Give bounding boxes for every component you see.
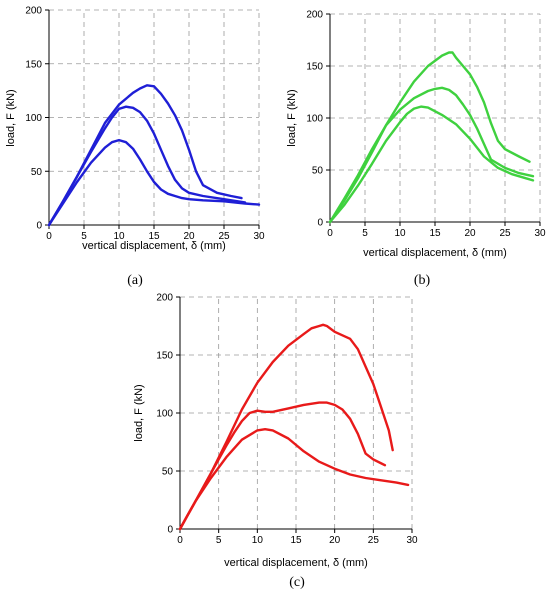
- y-tick-label: 50: [31, 167, 43, 178]
- chart-panel-2: 0 5 10 15 20 25 30 0 50 100 150 200 vertical displac…: [286, 10, 546, 289]
- y-tick-label: 150: [306, 62, 323, 73]
- y-tick-label: 150: [156, 351, 173, 362]
- x-tick-label: 20: [329, 535, 341, 546]
- y-tick-label: 200: [156, 293, 173, 304]
- panel-label: (a): [127, 273, 143, 288]
- x-tick-label: 25: [499, 228, 511, 239]
- y-tick-label: 200: [25, 6, 42, 17]
- panel-label: (c): [289, 575, 305, 590]
- series-line-1: [178, 323, 394, 531]
- series-line-2: [47, 105, 247, 227]
- x-tick-label: 30: [253, 231, 265, 242]
- x-tick-label: 10: [252, 535, 264, 546]
- y-tick-label: 100: [25, 113, 42, 124]
- series-line-2: [328, 86, 535, 224]
- series-line-3: [47, 138, 261, 227]
- panel-label: (b): [414, 273, 431, 288]
- chart-panel-1: 0 5 10 15 20 25 30 0 50 100 150 200 vertical displac…: [5, 6, 265, 289]
- y-axis-label: load, F (kN): [5, 89, 17, 146]
- y-tick-label: 100: [156, 409, 173, 420]
- y-tick-label: 200: [306, 10, 323, 21]
- x-tick-label: 20: [183, 231, 195, 242]
- x-tick-label: 5: [362, 228, 368, 239]
- x-axis-label: vertical displacement, δ (mm): [363, 247, 507, 259]
- y-tick-label: 0: [317, 218, 323, 229]
- series-line-1: [47, 84, 243, 227]
- series-line-3: [328, 105, 535, 224]
- x-tick-label: 25: [218, 231, 230, 242]
- y-tick-label: 0: [36, 221, 42, 232]
- y-tick-label: 150: [25, 59, 42, 70]
- y-tick-label: 50: [162, 467, 174, 478]
- x-tick-label: 30: [406, 535, 418, 546]
- x-tick-label: 5: [81, 231, 87, 242]
- series-line-1: [328, 51, 531, 224]
- x-tick-label: 10: [394, 228, 406, 239]
- x-axis-label: vertical displacement, δ (mm): [224, 557, 368, 569]
- y-tick-label: 0: [167, 525, 173, 536]
- x-tick-label: 0: [177, 535, 183, 546]
- y-tick-label: 50: [312, 166, 324, 177]
- chart-panel-3: 0 5 10 15 20 25 30 0 50 100 150 200 vertical displac…: [133, 293, 418, 591]
- x-axis-label: vertical displacement, δ (mm): [82, 240, 226, 252]
- x-tick-label: 15: [429, 228, 441, 239]
- x-tick-label: 25: [368, 535, 380, 546]
- x-tick-label: 5: [216, 535, 222, 546]
- y-axis-label: load, F (kN): [286, 89, 298, 146]
- x-tick-label: 15: [148, 231, 160, 242]
- series-line-2: [178, 401, 387, 531]
- x-tick-label: 0: [327, 228, 333, 239]
- series-line-3: [178, 428, 410, 531]
- x-tick-label: 20: [464, 228, 476, 239]
- x-tick-label: 10: [113, 231, 125, 242]
- y-axis-label: load, F (kN): [133, 384, 145, 441]
- x-tick-label: 0: [46, 231, 52, 242]
- y-tick-label: 100: [306, 114, 323, 125]
- x-tick-label: 30: [534, 228, 546, 239]
- x-tick-label: 15: [290, 535, 302, 546]
